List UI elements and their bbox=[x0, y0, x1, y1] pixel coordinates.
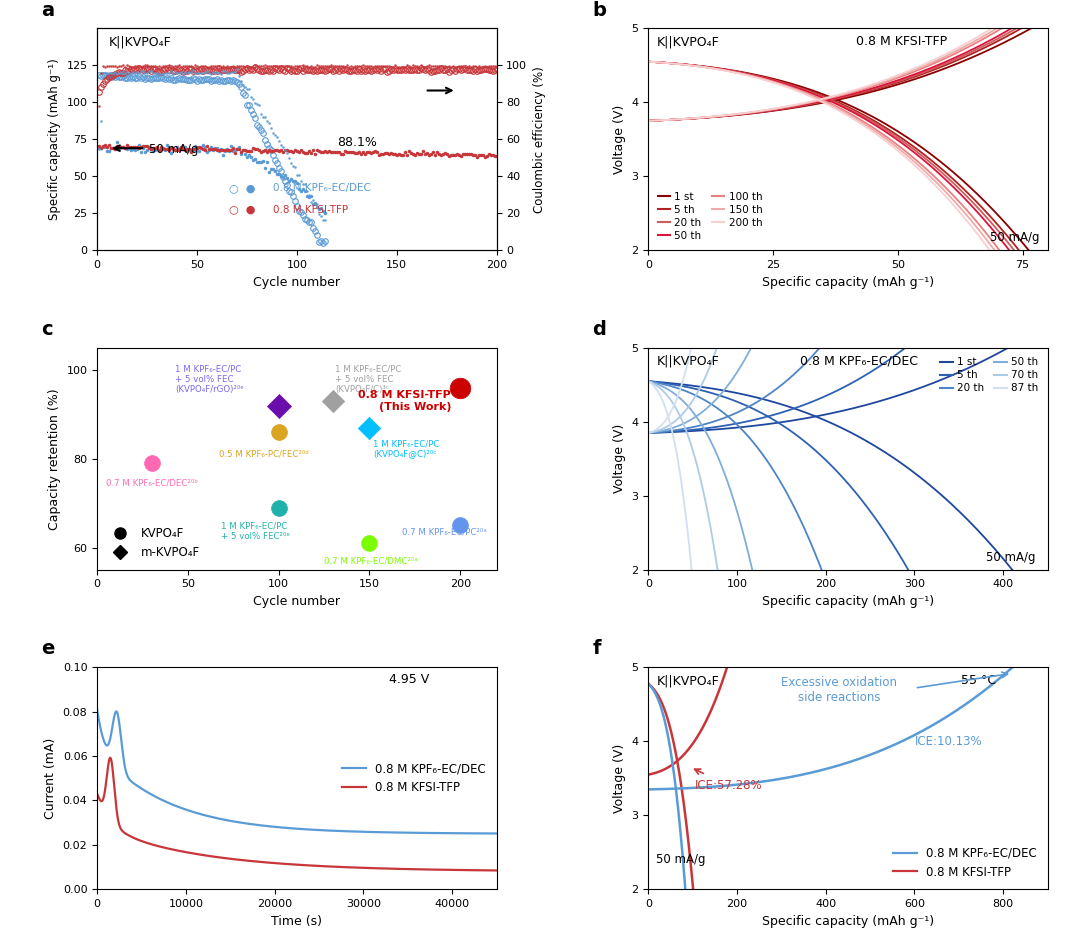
Point bbox=[324, 394, 341, 409]
Text: 1 M KPF₆-EC/PC
(KVPO₄F@C)²⁰ᶜ: 1 M KPF₆-EC/PC (KVPO₄F@C)²⁰ᶜ bbox=[373, 439, 440, 459]
Point bbox=[270, 398, 287, 413]
Text: 50 mA/g: 50 mA/g bbox=[657, 852, 705, 866]
Text: 55 °C: 55 °C bbox=[960, 674, 996, 687]
Text: ○  ●: ○ ● bbox=[229, 184, 256, 193]
Text: 0.7 M KPF₆-EC/DMC²⁰ᵃ: 0.7 M KPF₆-EC/DMC²⁰ᵃ bbox=[324, 556, 418, 565]
Legend: 1 st, 5 th, 20 th, 50 th, 100 th, 150 th, 200 th: 1 st, 5 th, 20 th, 50 th, 100 th, 150 th… bbox=[653, 187, 767, 245]
Text: 0.8 M KPF₆-EC/DEC: 0.8 M KPF₆-EC/DEC bbox=[800, 355, 918, 368]
Text: 0.7 M KPF₆-EC/PC²⁰ᵃ: 0.7 M KPF₆-EC/PC²⁰ᵃ bbox=[402, 527, 487, 536]
Text: ICE:10.13%: ICE:10.13% bbox=[915, 735, 982, 748]
Text: K||KVPO₄F: K||KVPO₄F bbox=[657, 35, 719, 48]
X-axis label: Specific capacity (mAh g⁻¹): Specific capacity (mAh g⁻¹) bbox=[761, 915, 934, 927]
Text: K||KVPO₄F: K||KVPO₄F bbox=[657, 674, 719, 687]
Text: ○  ●: ○ ● bbox=[229, 204, 256, 215]
Legend: 0.8 M KPF₆-EC/DEC, 0.8 M KFSI-TFP: 0.8 M KPF₆-EC/DEC, 0.8 M KFSI-TFP bbox=[889, 842, 1042, 884]
Text: 88.1%: 88.1% bbox=[337, 136, 377, 149]
Point bbox=[361, 420, 378, 435]
Text: 50 mA/g: 50 mA/g bbox=[986, 551, 1036, 564]
Text: 50 mA/g: 50 mA/g bbox=[149, 143, 199, 156]
Text: ICE:57.28%: ICE:57.28% bbox=[694, 780, 762, 793]
Text: K||KVPO₄F: K||KVPO₄F bbox=[657, 355, 719, 368]
Y-axis label: Current (mA): Current (mA) bbox=[44, 738, 57, 819]
Point bbox=[451, 517, 469, 533]
Text: d: d bbox=[592, 320, 606, 339]
X-axis label: Time (s): Time (s) bbox=[271, 915, 322, 927]
Text: K||KVPO₄F: K||KVPO₄F bbox=[109, 35, 172, 48]
Text: Excessive oxidation
side reactions: Excessive oxidation side reactions bbox=[781, 675, 897, 704]
Text: 0.7 M KPF₆-EC/DEC²⁰ᵇ: 0.7 M KPF₆-EC/DEC²⁰ᵇ bbox=[106, 479, 199, 487]
Text: a: a bbox=[41, 1, 54, 20]
Y-axis label: Voltage (V): Voltage (V) bbox=[612, 744, 626, 813]
Y-axis label: Capacity retention (%): Capacity retention (%) bbox=[48, 388, 60, 530]
Text: 0.8 M KPF₆-EC/DEC: 0.8 M KPF₆-EC/DEC bbox=[273, 184, 370, 193]
X-axis label: Specific capacity (mAh g⁻¹): Specific capacity (mAh g⁻¹) bbox=[761, 275, 934, 289]
Legend: 1 st, 5 th, 20 th, 50 th, 70 th, 87 th: 1 st, 5 th, 20 th, 50 th, 70 th, 87 th bbox=[936, 353, 1042, 397]
Y-axis label: Coulombic efficiency (%): Coulombic efficiency (%) bbox=[532, 66, 545, 213]
Text: 0.8 M KFSI-TFP: 0.8 M KFSI-TFP bbox=[273, 204, 348, 215]
X-axis label: Specific capacity (mAh g⁻¹): Specific capacity (mAh g⁻¹) bbox=[761, 595, 934, 608]
Y-axis label: Specific capacity (mAh g⁻¹): Specific capacity (mAh g⁻¹) bbox=[48, 59, 60, 220]
Y-axis label: Voltage (V): Voltage (V) bbox=[612, 424, 626, 494]
Legend: 0.8 M KPF₆-EC/DEC, 0.8 M KFSI-TFP: 0.8 M KPF₆-EC/DEC, 0.8 M KFSI-TFP bbox=[337, 758, 490, 799]
Point bbox=[451, 380, 469, 395]
Text: 1 M KPF₆-EC/PC
+ 5 vol% FEC
(KVPO₄F/rGO)²⁰ᵉ: 1 M KPF₆-EC/PC + 5 vol% FEC (KVPO₄F/rGO)… bbox=[175, 364, 244, 394]
Text: 1 M KPF₆-EC/PC
+ 5 vol% FEC
(KVPO₄F/C)³ᶜ: 1 M KPF₆-EC/PC + 5 vol% FEC (KVPO₄F/C)³ᶜ bbox=[335, 364, 402, 394]
Text: e: e bbox=[41, 639, 55, 658]
Text: 50 mA/g: 50 mA/g bbox=[990, 232, 1040, 244]
Text: 0.5 M KPF₆-PC/FEC²⁰ᵈ: 0.5 M KPF₆-PC/FEC²⁰ᵈ bbox=[219, 449, 309, 459]
X-axis label: Cycle number: Cycle number bbox=[254, 275, 340, 289]
Text: b: b bbox=[592, 1, 606, 20]
Text: 1 M KPF₆-EC/PC
+ 5 vol% FEC²⁰ᵉ: 1 M KPF₆-EC/PC + 5 vol% FEC²⁰ᵉ bbox=[220, 521, 289, 541]
Point bbox=[143, 456, 160, 471]
Text: 4.95 V: 4.95 V bbox=[389, 673, 429, 686]
Text: c: c bbox=[41, 320, 53, 339]
Text: 0.8 M KFSI-TFP: 0.8 M KFSI-TFP bbox=[856, 35, 947, 48]
Text: f: f bbox=[592, 639, 600, 658]
Point bbox=[270, 425, 287, 440]
Point bbox=[361, 535, 378, 551]
Point bbox=[270, 500, 287, 516]
Text: 0.8 M KFSI-TFP
(This Work): 0.8 M KFSI-TFP (This Work) bbox=[359, 391, 451, 412]
Legend: KVPO₄F, m-KVPO₄F: KVPO₄F, m-KVPO₄F bbox=[103, 522, 205, 564]
X-axis label: Cycle number: Cycle number bbox=[254, 595, 340, 608]
Y-axis label: Voltage (V): Voltage (V) bbox=[612, 105, 626, 174]
